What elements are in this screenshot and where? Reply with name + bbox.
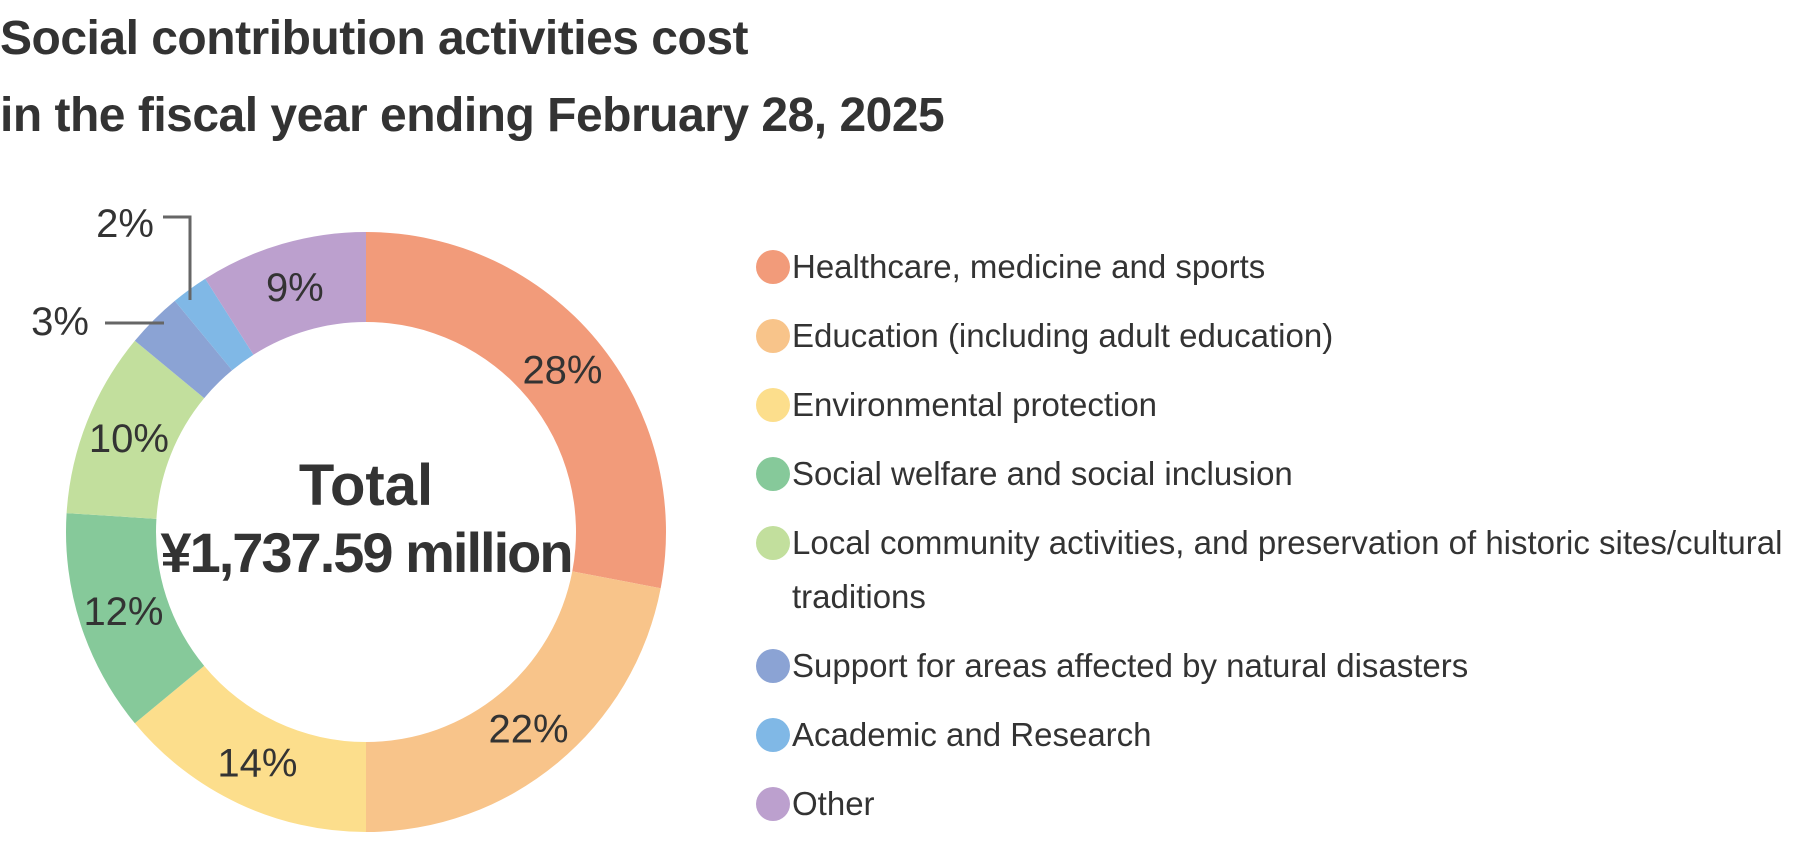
chart-title-line-1: Social contribution activities cost [0,12,749,65]
donut-slice-social-welfare-and-social-incl [66,513,205,724]
slice-label: 28% [522,348,602,392]
legend-swatch-icon [756,649,790,683]
donut-slice-healthcare-medicine-and-sports [366,232,666,589]
chart-title-line-2: in the fiscal year ending February 28, 2… [0,89,945,142]
donut-slice-education-including-adult-educ [366,571,661,832]
slice-label: 12% [83,590,163,634]
center-total-value: ¥1,737.59 million [160,521,571,584]
slice-labels: 28% 22% 14% 12% 10% 3% 2% 9% [31,202,602,786]
legend-swatch-icon [756,250,790,284]
legend-swatch-icon [756,457,790,491]
callout-leaders [105,215,192,325]
slice-label: 2% [96,202,154,246]
slice-label: 22% [489,707,569,751]
legend-swatch-icon [756,319,790,353]
donut-slices [66,232,666,832]
chart-title: Social contribution activities cost in t… [0,0,945,154]
donut-slice-academic-and-research [174,278,254,371]
slice-label: 3% [31,300,89,344]
legend-item-social-welfare: Social welfare and social inclusion [756,447,1800,501]
legend-item-academic-research: Academic and Research [756,708,1800,762]
donut-slice-local-community-activities-and [66,340,205,519]
legend-swatch-icon [756,526,790,560]
donut-slice-support-for-areas-affected-by- [134,300,233,399]
legend-item-disaster-support: Support for areas affected by natural di… [756,639,1800,693]
donut-chart: 28% 22% 14% 12% 10% 3% 2% 9% Total ¥1,737.59 mi… [31,202,666,832]
slice-label: 9% [266,266,324,310]
donut-slice-other [205,232,366,355]
legend-item-environment: Environmental protection [756,378,1800,432]
legend-swatch-icon [756,388,790,422]
legend-item-local-community: Local community activities, and preserva… [756,516,1800,624]
legend-swatch-icon [756,718,790,752]
callout-leader-2pct [163,215,192,300]
slice-label: 14% [217,742,297,786]
donut-slice-environmental-protection [134,665,366,832]
slice-label: 10% [89,417,169,461]
legend-item-education: Education (including adult education) [756,309,1800,363]
center-total-label: Total [299,453,433,518]
legend-swatch-icon [756,787,790,821]
legend-item-other: Other [756,777,1800,831]
legend-item-healthcare: Healthcare, medicine and sports [756,240,1800,294]
chart-legend: Healthcare, medicine and sports Educatio… [756,240,1800,846]
